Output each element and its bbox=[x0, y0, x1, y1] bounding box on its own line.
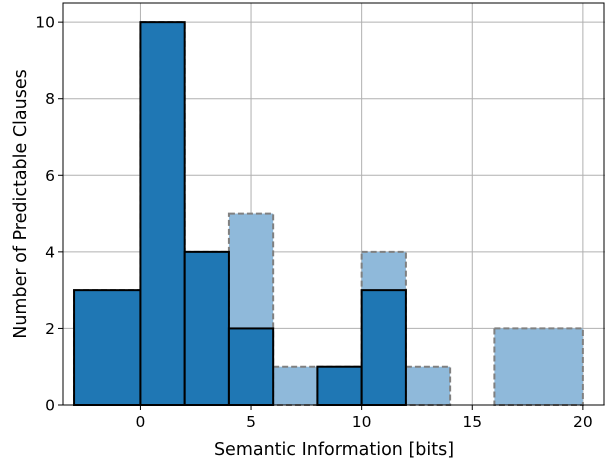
histogram-bar bbox=[227, 327, 275, 406]
x-axis-ticks: 0 5 10 15 20 bbox=[135, 405, 593, 431]
y-tick-label: 8 bbox=[45, 90, 55, 108]
y-tick-label: 2 bbox=[45, 320, 55, 338]
plot-frame bbox=[62, 2, 605, 406]
y-tick-label: 4 bbox=[45, 243, 55, 261]
histogram-bars bbox=[73, 21, 584, 407]
histogram-bar bbox=[183, 250, 230, 406]
histogram-bar bbox=[316, 365, 363, 407]
x-tick-label: 20 bbox=[573, 413, 593, 431]
x-tick-label: 15 bbox=[462, 413, 482, 431]
x-tick-label: 0 bbox=[135, 413, 145, 431]
histogram-bar-background bbox=[493, 327, 584, 406]
histogram-bar-background bbox=[404, 365, 452, 407]
histogram-bar bbox=[139, 21, 186, 407]
histogram-bar bbox=[73, 289, 142, 406]
y-tick-label: 10 bbox=[35, 14, 55, 32]
y-tick-label: 0 bbox=[45, 397, 55, 415]
y-axis-ticks: 0 2 4 6 8 10 bbox=[35, 14, 63, 415]
x-tick-label: 5 bbox=[246, 413, 256, 431]
y-tick-label: 6 bbox=[45, 167, 55, 185]
y-axis-label: Number of Predictable Clauses bbox=[11, 69, 31, 339]
histogram-bar bbox=[360, 289, 407, 406]
histogram-bar-background bbox=[272, 365, 319, 407]
x-tick-label: 10 bbox=[352, 413, 372, 431]
x-axis-label: Semantic Information [bits] bbox=[214, 440, 454, 460]
